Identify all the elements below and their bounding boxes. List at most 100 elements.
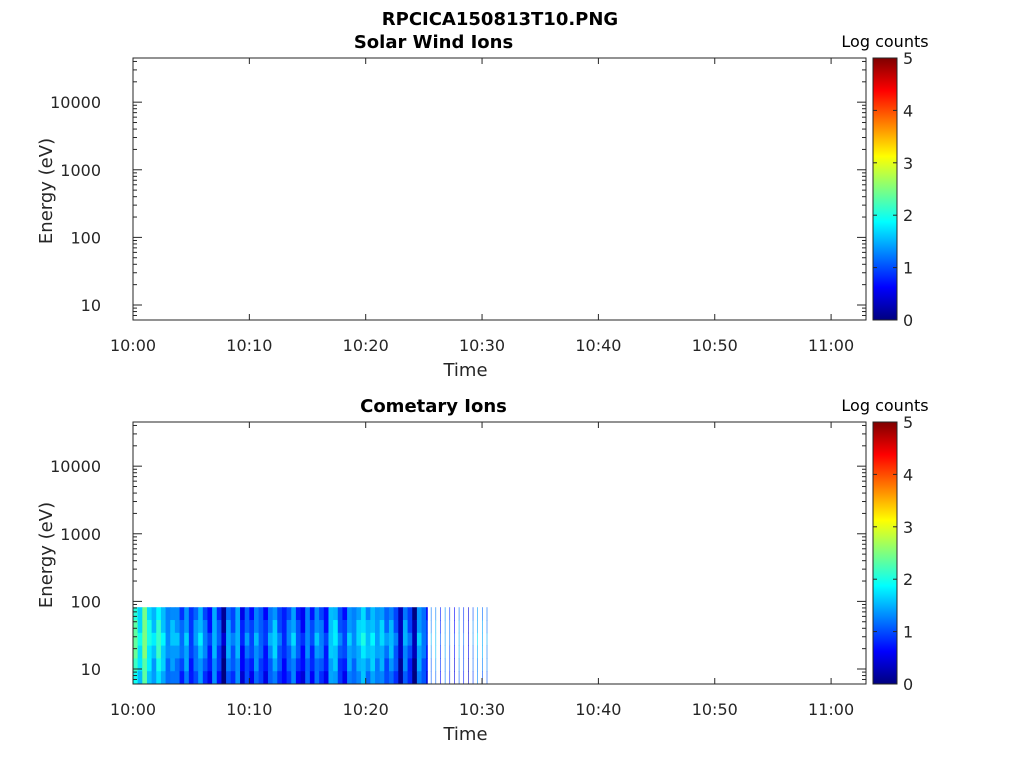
heatmap-cell: [337, 632, 343, 647]
heatmap-cell: [314, 632, 320, 647]
heatmap-cell: [435, 607, 437, 621]
x-tick-label: 10:20: [343, 700, 389, 719]
heatmap-cell: [291, 645, 297, 659]
heatmap-cell: [393, 632, 399, 647]
heatmap-cell: [281, 620, 287, 634]
heatmap-cell: [300, 607, 306, 621]
heatmap-cell: [295, 671, 301, 685]
heatmap-cell: [165, 632, 171, 647]
x-tick-label: 10:40: [575, 336, 621, 355]
heatmap-cell: [216, 620, 222, 634]
heatmap-cell: [258, 620, 264, 634]
heatmap-cell: [249, 607, 255, 621]
heatmap-cell: [472, 671, 474, 685]
heatmap-cell: [179, 607, 185, 621]
heatmap-cell: [202, 658, 208, 672]
heatmap-cell: [384, 671, 390, 685]
heatmap-cell: [300, 632, 306, 647]
heatmap-cell: [254, 671, 260, 685]
heatmap-cell: [202, 645, 208, 659]
heatmap-cell: [170, 658, 176, 672]
heatmap-cell: [468, 658, 469, 672]
heatmap-cell: [342, 658, 348, 672]
heatmap-cell: [184, 607, 190, 621]
heatmap-cell: [156, 658, 162, 672]
heatmap-cell: [379, 620, 385, 634]
colorbar-tick-label: 0: [903, 311, 913, 330]
heatmap-cell: [281, 632, 287, 647]
x-tick-label: 10:00: [110, 336, 156, 355]
heatmap-cell: [482, 671, 483, 685]
heatmap-cell: [444, 658, 446, 672]
heatmap-cell: [198, 671, 204, 685]
heatmap-cell: [440, 658, 441, 672]
heatmap-cell: [151, 620, 157, 634]
heatmap-cell: [323, 632, 329, 647]
heatmap-cell: [151, 658, 157, 672]
heatmap-cell: [277, 620, 283, 634]
x-tick-label: 10:50: [692, 336, 738, 355]
heatmap-cell: [212, 645, 218, 659]
heatmap-cell: [235, 671, 241, 685]
heatmap-cell: [263, 632, 269, 647]
heatmap-cell: [212, 658, 218, 672]
heatmap-cell: [179, 658, 185, 672]
heatmap-cell: [305, 607, 311, 621]
heatmap-cell: [277, 632, 283, 647]
heatmap-cell: [235, 645, 241, 659]
heatmap-cell: [212, 607, 218, 621]
heatmap-cell: [230, 658, 236, 672]
heatmap-cell: [174, 658, 180, 672]
heatmap-cell: [207, 658, 213, 672]
heatmap-cell: [393, 658, 399, 672]
heatmap-cell: [226, 671, 232, 685]
heatmap-cell: [216, 658, 222, 672]
x-tick-label: 10:30: [459, 700, 505, 719]
heatmap-cell: [458, 620, 460, 634]
heatmap-cell: [402, 620, 408, 634]
heatmap-cell: [449, 607, 451, 621]
heatmap-cell: [342, 632, 348, 647]
heatmap-cell: [240, 658, 246, 672]
y-tick-label: 10: [81, 296, 101, 315]
heatmap-cell: [151, 645, 157, 659]
heatmap-cell: [198, 607, 204, 621]
heatmap-cell: [291, 620, 297, 634]
heatmap-cell: [444, 632, 446, 647]
heatmap-cell: [277, 607, 283, 621]
heatmap-cell: [272, 658, 278, 672]
heatmap-cell: [337, 607, 343, 621]
heatmap-cell: [281, 607, 287, 621]
heatmap-cell: [249, 658, 255, 672]
heatmap-cell: [235, 607, 241, 621]
axes-frame: [132, 421, 867, 685]
heatmap-cell: [430, 671, 432, 685]
colorbar-tick-label: 1: [903, 623, 913, 642]
heatmap-cell: [258, 632, 264, 647]
heatmap-cell: [370, 632, 376, 647]
x-tick-label: 10:40: [575, 700, 621, 719]
heatmap-cell: [300, 645, 306, 659]
heatmap-cell: [300, 620, 306, 634]
heatmap-cell: [216, 632, 222, 647]
heatmap-cell: [472, 632, 474, 647]
heatmap-cell: [146, 620, 153, 634]
heatmap-cell: [291, 658, 297, 672]
heatmap-cell: [179, 632, 185, 647]
heatmap-cell: [272, 671, 278, 685]
heatmap-cell: [226, 620, 232, 634]
heatmap-cell: [230, 632, 236, 647]
heatmap-cell: [416, 607, 422, 621]
heatmap-cell: [226, 632, 232, 647]
heatmap-cell: [226, 607, 232, 621]
heatmap-cell: [477, 658, 478, 672]
heatmap-cell: [305, 671, 311, 685]
heatmap-cell: [323, 607, 329, 621]
heatmap-cell: [421, 671, 427, 685]
heatmap-cell: [160, 658, 166, 672]
heatmap-cell: [170, 632, 176, 647]
heatmap-cell: [146, 607, 153, 621]
heatmap-cell: [230, 645, 236, 659]
heatmap-cell: [188, 658, 194, 672]
heatmap-cell: [305, 620, 311, 634]
